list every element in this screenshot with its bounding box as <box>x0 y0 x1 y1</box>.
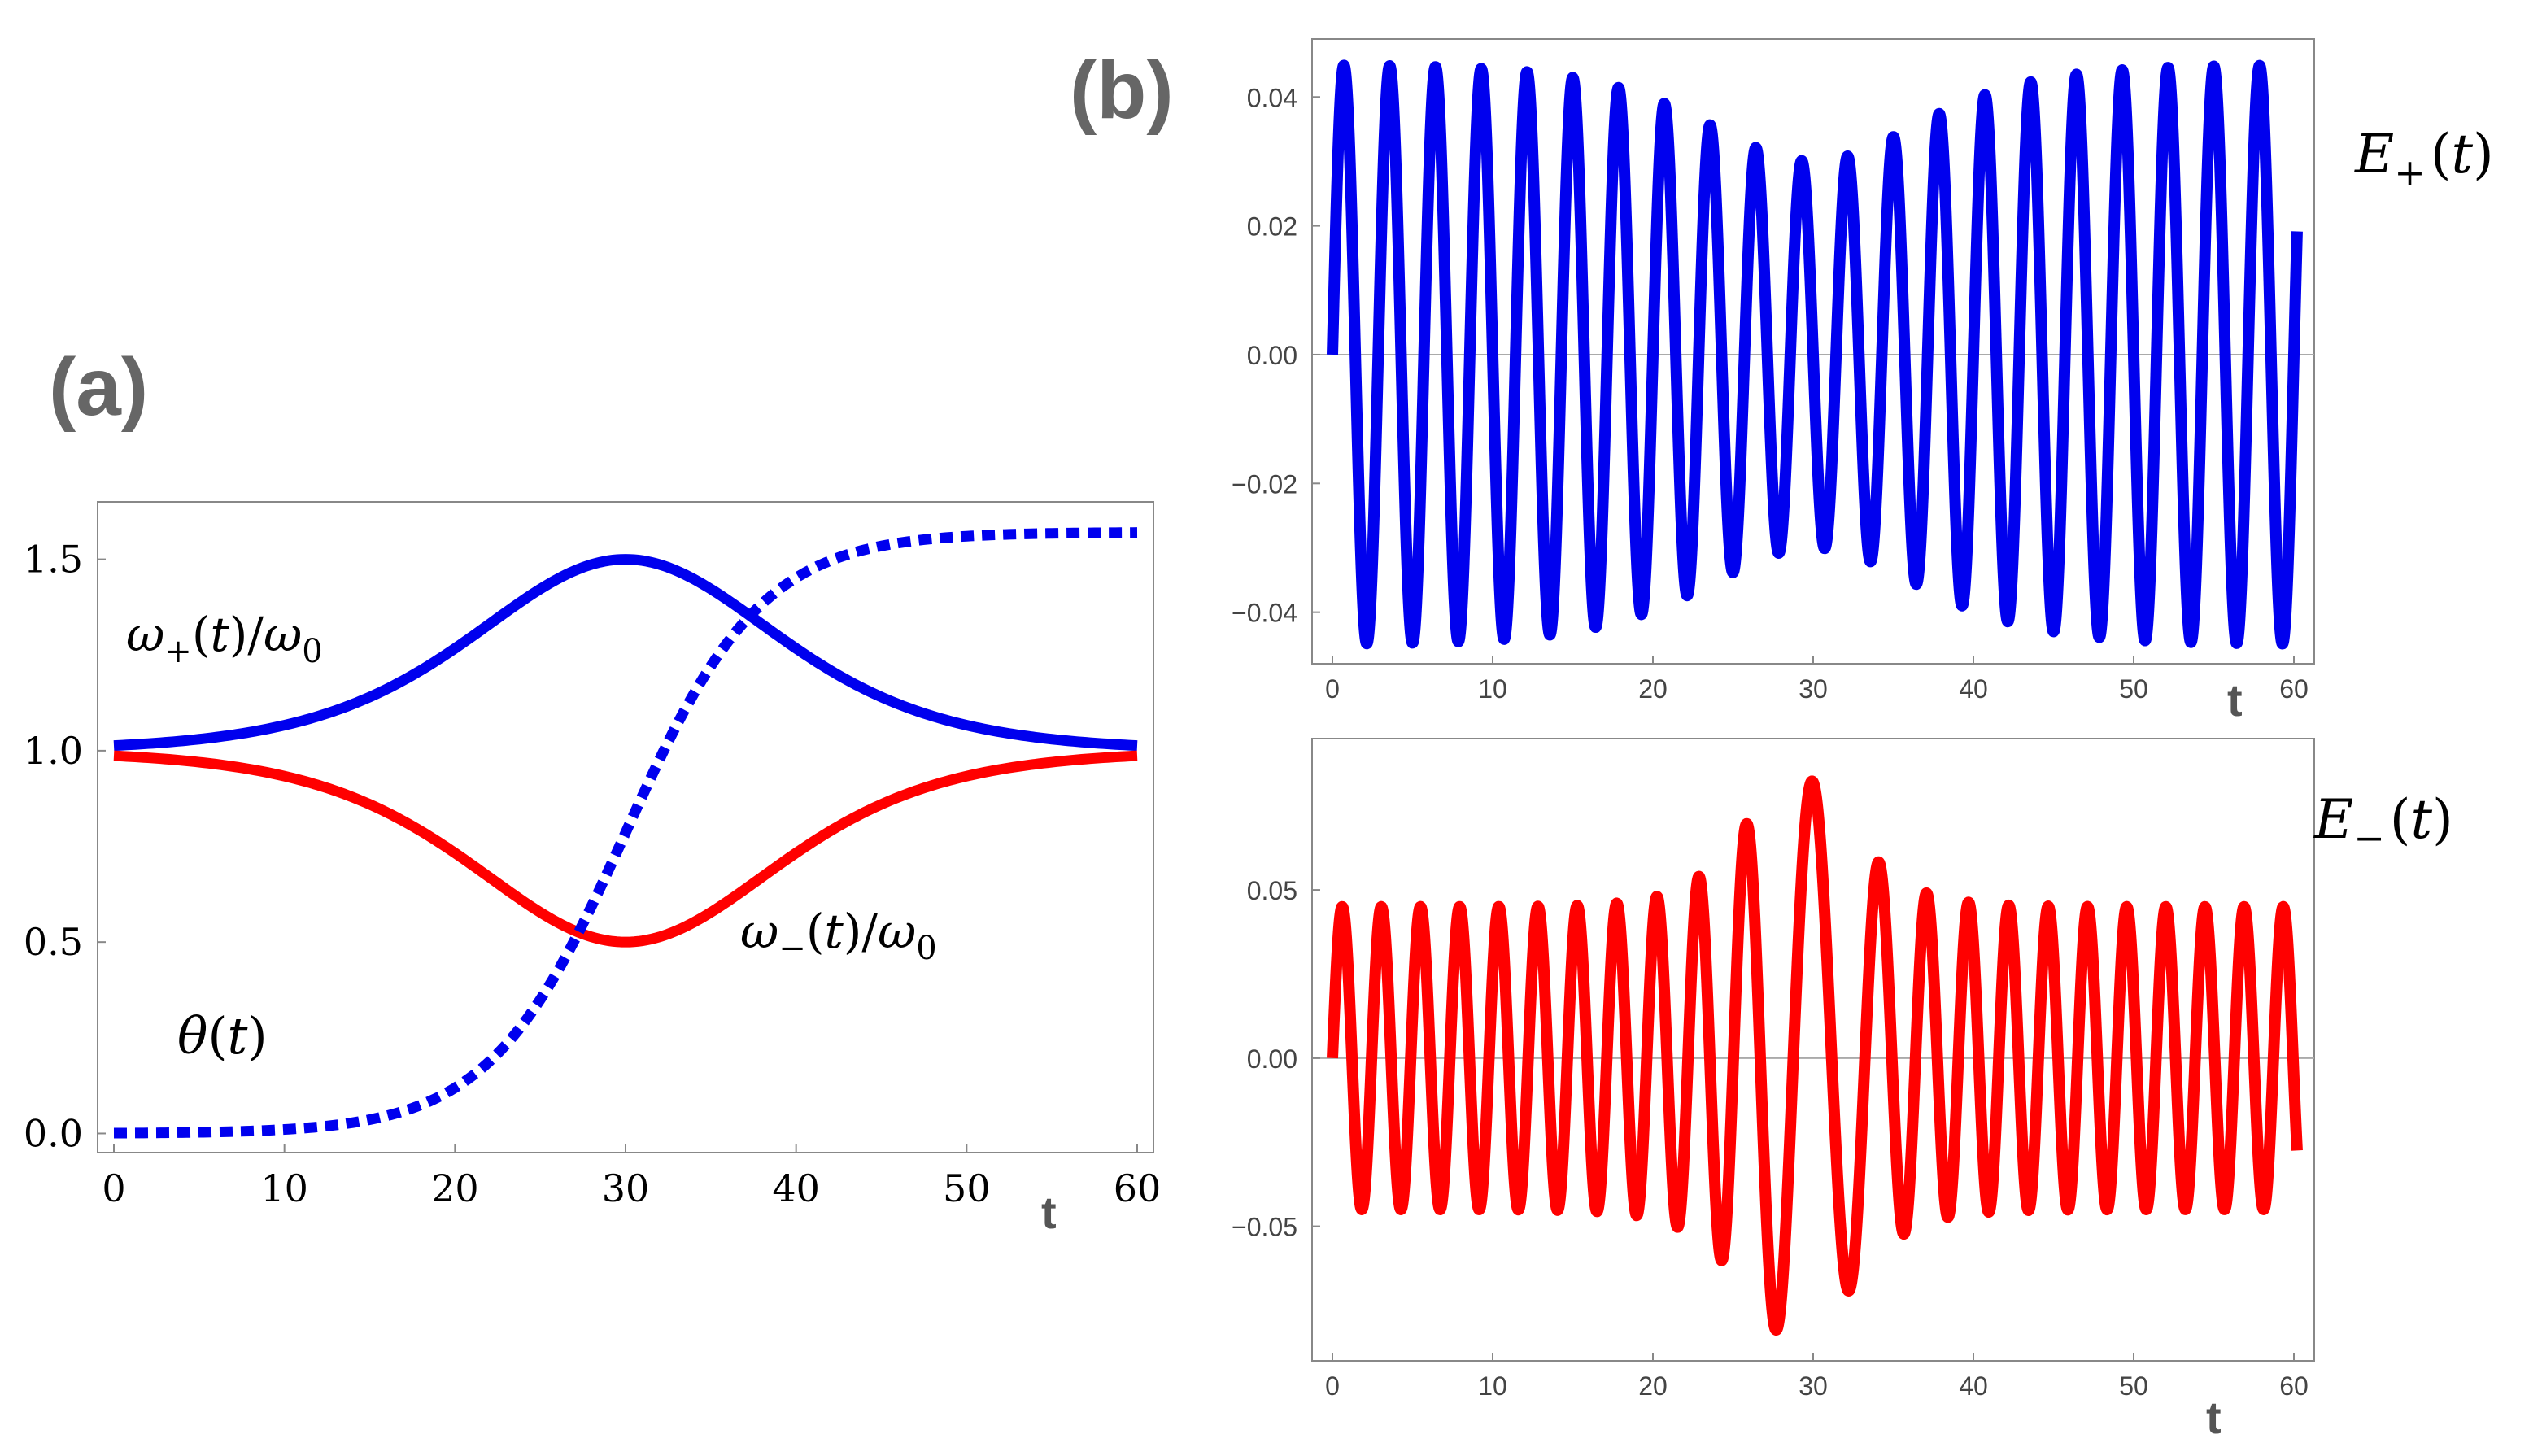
chart-b-top-x-tick-label: 60 <box>2279 674 2309 704</box>
chart-b-bottom-x-tick-label: 40 <box>1959 1371 1988 1401</box>
chart-b-top-y-tick-label: −0.04 <box>1232 599 1297 628</box>
chart-b-bottom-y-ticks: −0.05 0.00 0.05 <box>1232 876 1320 1242</box>
chart-b-top-y-ticks: −0.04 −0.02 0.00 0.02 0.04 <box>1232 83 1320 628</box>
chart-b-bottom-x-tick-label: 10 <box>1478 1371 1507 1401</box>
chart-b-bottom-y-tick-label: −0.05 <box>1232 1213 1297 1242</box>
chart-a-y-tick-label: 1.0 <box>24 729 83 773</box>
theta-line <box>113 527 1138 1139</box>
e-plus-label: E+(t) <box>2354 123 2494 194</box>
chart-b-top-y-tick-label: 0.00 <box>1247 341 1297 370</box>
chart-b-top-x-tick-label: 10 <box>1478 674 1507 704</box>
omega-plus-label: ω+(t)/ω0 <box>126 607 323 670</box>
chart-b-top-y-tick-label: 0.04 <box>1247 83 1297 112</box>
chart-b-bottom-y-tick-label: 0.00 <box>1247 1044 1297 1074</box>
chart-a-x-ticks: 0 10 20 30 40 50 60 <box>102 1144 1161 1210</box>
chart-a: 0.0 0.5 1.0 1.5 0 10 20 30 40 50 60 t ω+(t)/ω0 ω−… <box>24 501 1161 1238</box>
chart-a-x-tick-label: 10 <box>260 1166 308 1210</box>
chart-b-bottom-x-ticks: 0 10 20 30 40 50 60 <box>1325 1353 2309 1401</box>
chart-a-y-tick-label: 1.5 <box>24 538 83 582</box>
panel-label-b: (b) <box>1070 45 1174 136</box>
chart-b-top-x-tick-label: 20 <box>1638 674 1668 704</box>
chart-b-bottom-x-tick-label: 30 <box>1799 1371 1828 1401</box>
chart-b-top: −0.04 −0.02 0.00 0.02 0.04 0 10 20 30 40 50 60 t E… <box>1232 38 2494 726</box>
chart-b-bottom-x-tick-label: 20 <box>1638 1371 1668 1401</box>
chart-a-x-tick-label: 50 <box>943 1166 991 1210</box>
chart-a-x-tick-label: 60 <box>1114 1166 1162 1210</box>
chart-a-x-tick-label: 30 <box>602 1166 650 1210</box>
chart-b-bottom-x-tick-label: 0 <box>1325 1371 1340 1401</box>
chart-b-top-x-tick-label: 50 <box>2119 674 2148 704</box>
chart-b-top-x-ticks: 0 10 20 30 40 50 60 <box>1325 656 2309 704</box>
omega-minus-line <box>113 750 1138 948</box>
chart-b-top-x-tick-label: 30 <box>1799 674 1828 704</box>
chart-a-x-tick-label: 40 <box>772 1166 820 1210</box>
panel-label-a: (a) <box>49 342 148 433</box>
chart-b-top-x-tick-label: 0 <box>1325 674 1340 704</box>
omega-plus-line <box>113 554 1138 752</box>
chart-a-y-tick-label: 0.5 <box>24 920 83 964</box>
chart-b-top-y-tick-label: 0.02 <box>1247 212 1297 242</box>
chart-a-x-label: t <box>1041 1187 1057 1238</box>
chart-b-top-x-tick-label: 40 <box>1959 674 1988 704</box>
chart-b-bottom-x-tick-label: 60 <box>2279 1371 2309 1401</box>
chart-b-bottom: −0.05 0.00 0.05 0 10 20 30 40 50 60 t E−(t) <box>1232 738 2453 1443</box>
chart-b-top-x-label: t <box>2227 674 2243 726</box>
e-minus-line <box>1327 775 2303 1336</box>
chart-a-x-tick-label: 0 <box>102 1166 125 1210</box>
chart-b-top-y-tick-label: −0.02 <box>1232 469 1297 499</box>
chart-b-bottom-frame <box>1311 738 2315 1362</box>
chart-b-bottom-x-tick-label: 50 <box>2119 1371 2148 1401</box>
chart-a-y-tick-label: 0.0 <box>24 1111 83 1155</box>
e-plus-line <box>1327 59 2303 650</box>
chart-a-x-tick-label: 20 <box>431 1166 479 1210</box>
e-minus-label: E−(t) <box>2313 788 2453 860</box>
omega-minus-label: ω−(t)/ω0 <box>740 904 937 967</box>
theta-label: θ(t) <box>177 1006 268 1066</box>
chart-a-y-ticks: 0.0 0.5 1.0 1.5 <box>24 538 106 1155</box>
chart-b-bottom-x-label: t <box>2206 1392 2222 1443</box>
chart-b-bottom-y-tick-label: 0.05 <box>1247 876 1297 905</box>
